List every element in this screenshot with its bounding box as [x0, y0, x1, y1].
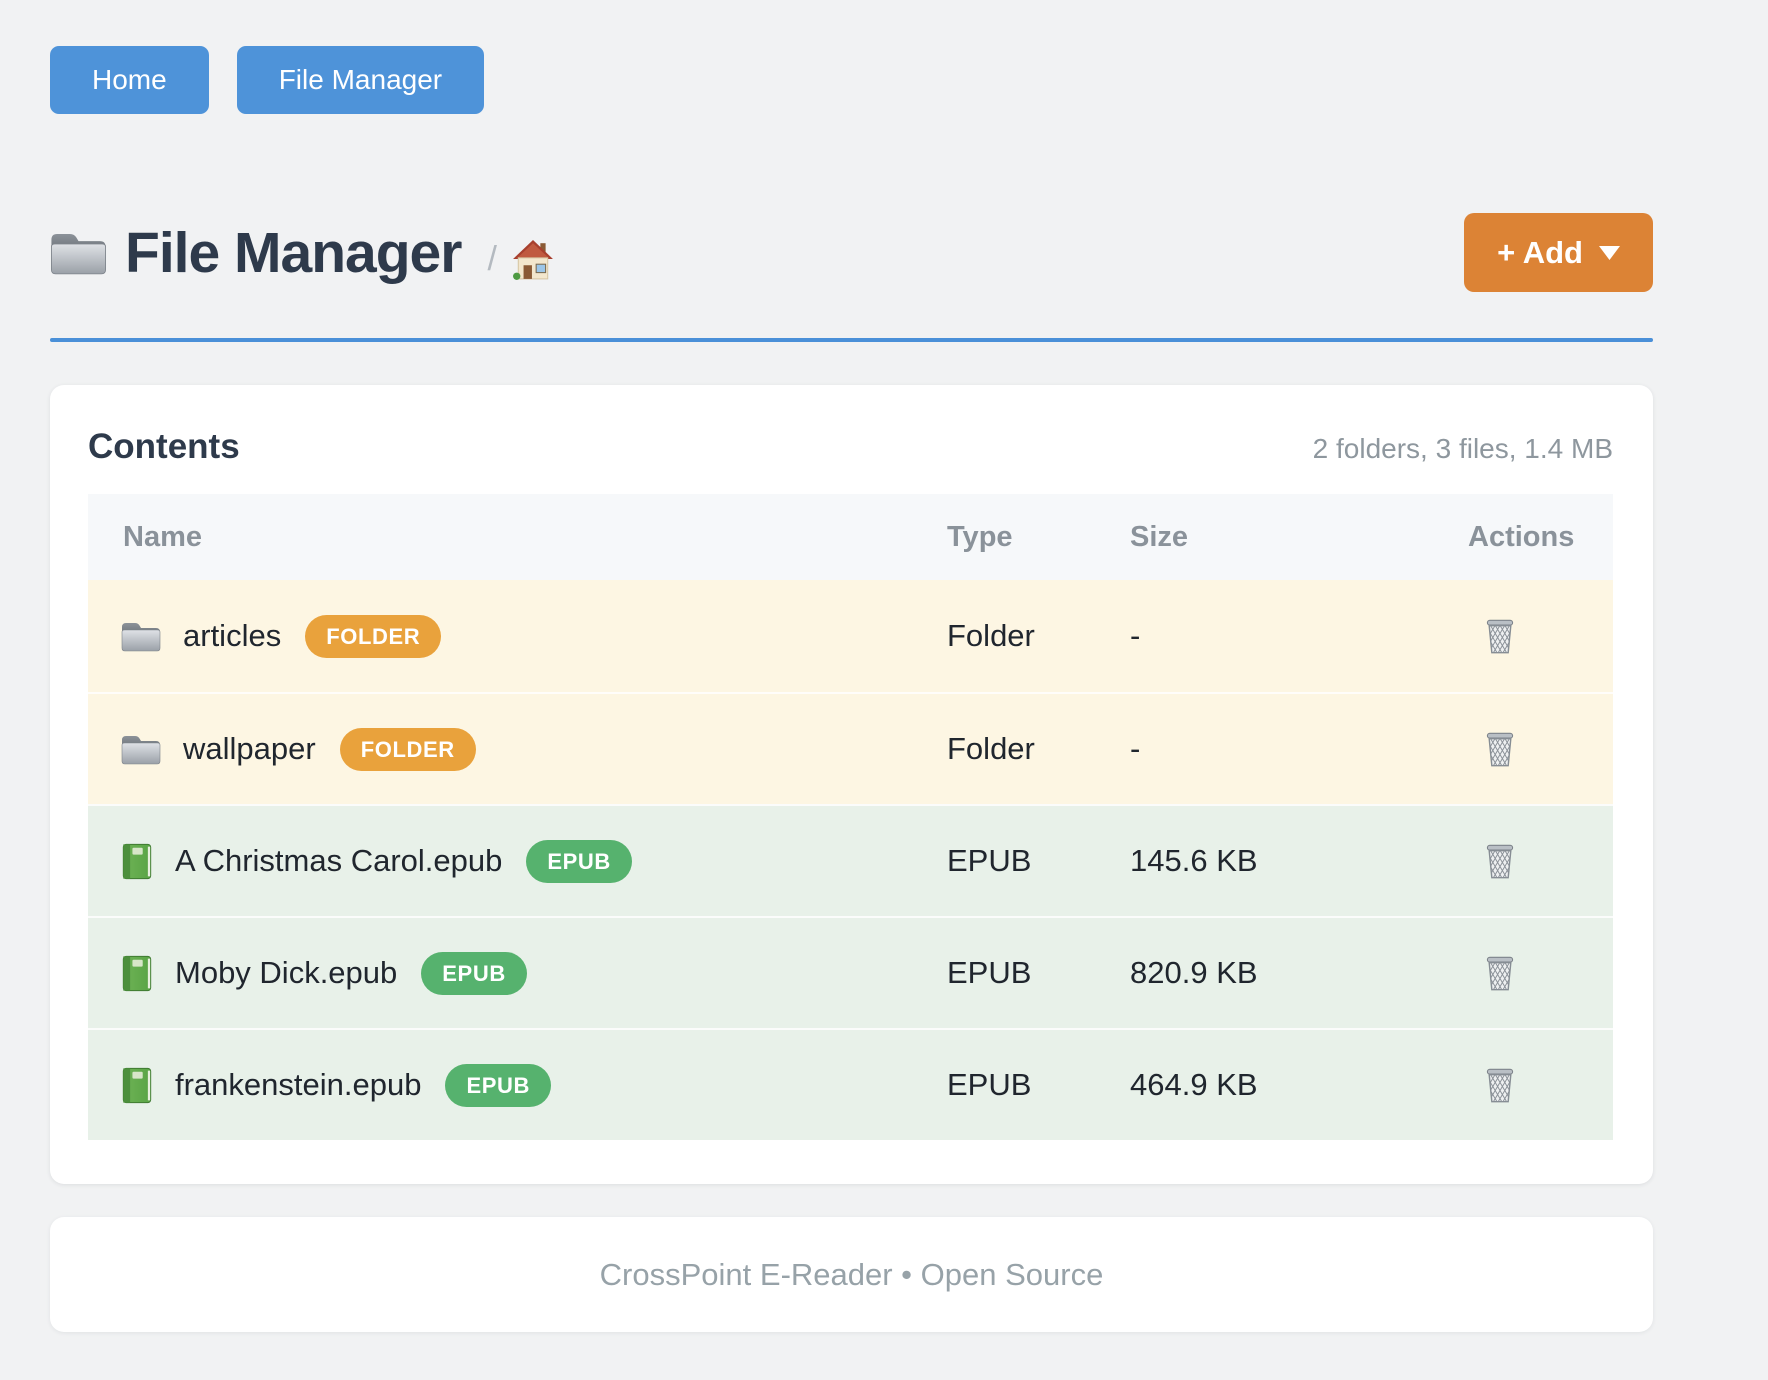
title-group: File Manager /	[50, 220, 555, 286]
add-button[interactable]: + Add	[1464, 213, 1653, 292]
caret-down-icon	[1599, 245, 1620, 261]
wastebasket-icon	[1482, 953, 1518, 994]
page-title: File Manager	[125, 220, 462, 285]
file-type: EPUB	[947, 1067, 1032, 1102]
green-book-icon	[121, 843, 153, 880]
header-divider	[50, 338, 1653, 342]
file-type: Folder	[947, 731, 1035, 766]
green-book-icon	[121, 1067, 153, 1104]
green-book-icon	[121, 955, 153, 992]
wastebasket-icon	[1482, 1065, 1518, 1106]
column-header-actions: Actions	[1468, 520, 1575, 553]
contents-heading: Contents	[88, 427, 240, 466]
file-actions-cell	[1468, 729, 1613, 770]
files-table-header: Name Type Size Actions	[88, 494, 1613, 580]
table-row[interactable]: wallpaper FOLDER Folder -	[88, 692, 1613, 804]
table-body: articles FOLDER Folder - wallpaper FOLDE…	[88, 580, 1613, 1140]
file-manager-nav-button[interactable]: File Manager	[236, 46, 485, 114]
file-type-badge: EPUB	[445, 1063, 551, 1107]
delete-button[interactable]	[1482, 1065, 1518, 1106]
wastebasket-icon	[1482, 841, 1518, 882]
footer: CrossPoint E-Reader • Open Source	[50, 1217, 1653, 1332]
file-type-badge: EPUB	[526, 839, 632, 883]
file-name-cell: A Christmas Carol.epub EPUB	[88, 839, 947, 883]
file-name: wallpaper	[183, 731, 316, 766]
table-row[interactable]: A Christmas Carol.epub EPUB EPUB 145.6 K…	[88, 804, 1613, 916]
delete-button[interactable]	[1482, 841, 1518, 882]
table-row[interactable]: Moby Dick.epub EPUB EPUB 820.9 KB	[88, 916, 1613, 1028]
file-name: Moby Dick.epub	[175, 955, 398, 990]
folder-icon	[50, 229, 107, 276]
contents-card-header: Contents 2 folders, 3 files, 1.4 MB	[88, 427, 1613, 467]
home-icon[interactable]	[511, 239, 555, 281]
file-name-cell: articles FOLDER	[88, 614, 947, 658]
file-name-cell: wallpaper FOLDER	[88, 727, 947, 771]
file-size: -	[1130, 731, 1141, 766]
delete-button[interactable]	[1482, 616, 1518, 657]
top-nav: Home File Manager	[50, 46, 1653, 114]
contents-summary: 2 folders, 3 files, 1.4 MB	[1312, 433, 1613, 464]
file-size: 820.9 KB	[1130, 955, 1258, 990]
table-row[interactable]: frankenstein.epub EPUB EPUB 464.9 KB	[88, 1028, 1613, 1140]
file-actions-cell	[1468, 1065, 1613, 1106]
column-header-name: Name	[123, 520, 202, 553]
file-actions-cell	[1468, 953, 1613, 994]
file-name-cell: Moby Dick.epub EPUB	[88, 951, 947, 995]
delete-button[interactable]	[1482, 729, 1518, 770]
file-type: Folder	[947, 618, 1035, 653]
file-name: A Christmas Carol.epub	[175, 843, 503, 878]
file-type: EPUB	[947, 955, 1032, 990]
page-header: File Manager / + Add	[50, 213, 1653, 292]
home-nav-button[interactable]: Home	[50, 46, 209, 114]
wastebasket-icon	[1482, 729, 1518, 770]
file-type-badge: EPUB	[421, 951, 527, 995]
delete-button[interactable]	[1482, 953, 1518, 994]
contents-card: Contents 2 folders, 3 files, 1.4 MB Name…	[50, 385, 1653, 1184]
file-actions-cell	[1468, 841, 1613, 882]
column-header-size: Size	[1130, 520, 1189, 553]
file-size: -	[1130, 618, 1141, 653]
breadcrumb: /	[487, 239, 554, 281]
file-type-badge: FOLDER	[339, 727, 476, 771]
folder-icon	[121, 733, 161, 765]
footer-text: CrossPoint E-Reader • Open Source	[599, 1256, 1104, 1292]
file-size: 145.6 KB	[1130, 843, 1258, 878]
folder-icon	[121, 620, 161, 652]
breadcrumb-separator: /	[487, 240, 497, 278]
file-name: articles	[183, 618, 282, 653]
column-header-type: Type	[947, 520, 1013, 553]
file-actions-cell	[1468, 616, 1613, 657]
file-size: 464.9 KB	[1130, 1067, 1258, 1102]
file-type: EPUB	[947, 843, 1032, 878]
file-manager-page: Home File Manager File Manager / + Add	[50, 46, 1653, 1332]
table-row[interactable]: articles FOLDER Folder -	[88, 580, 1613, 692]
wastebasket-icon	[1482, 616, 1518, 657]
add-button-label: + Add	[1497, 235, 1583, 270]
file-name-cell: frankenstein.epub EPUB	[88, 1063, 947, 1107]
file-type-badge: FOLDER	[305, 614, 442, 658]
file-name: frankenstein.epub	[175, 1067, 422, 1102]
files-table: Name Type Size Actions articles FOLDER F…	[88, 494, 1613, 1140]
